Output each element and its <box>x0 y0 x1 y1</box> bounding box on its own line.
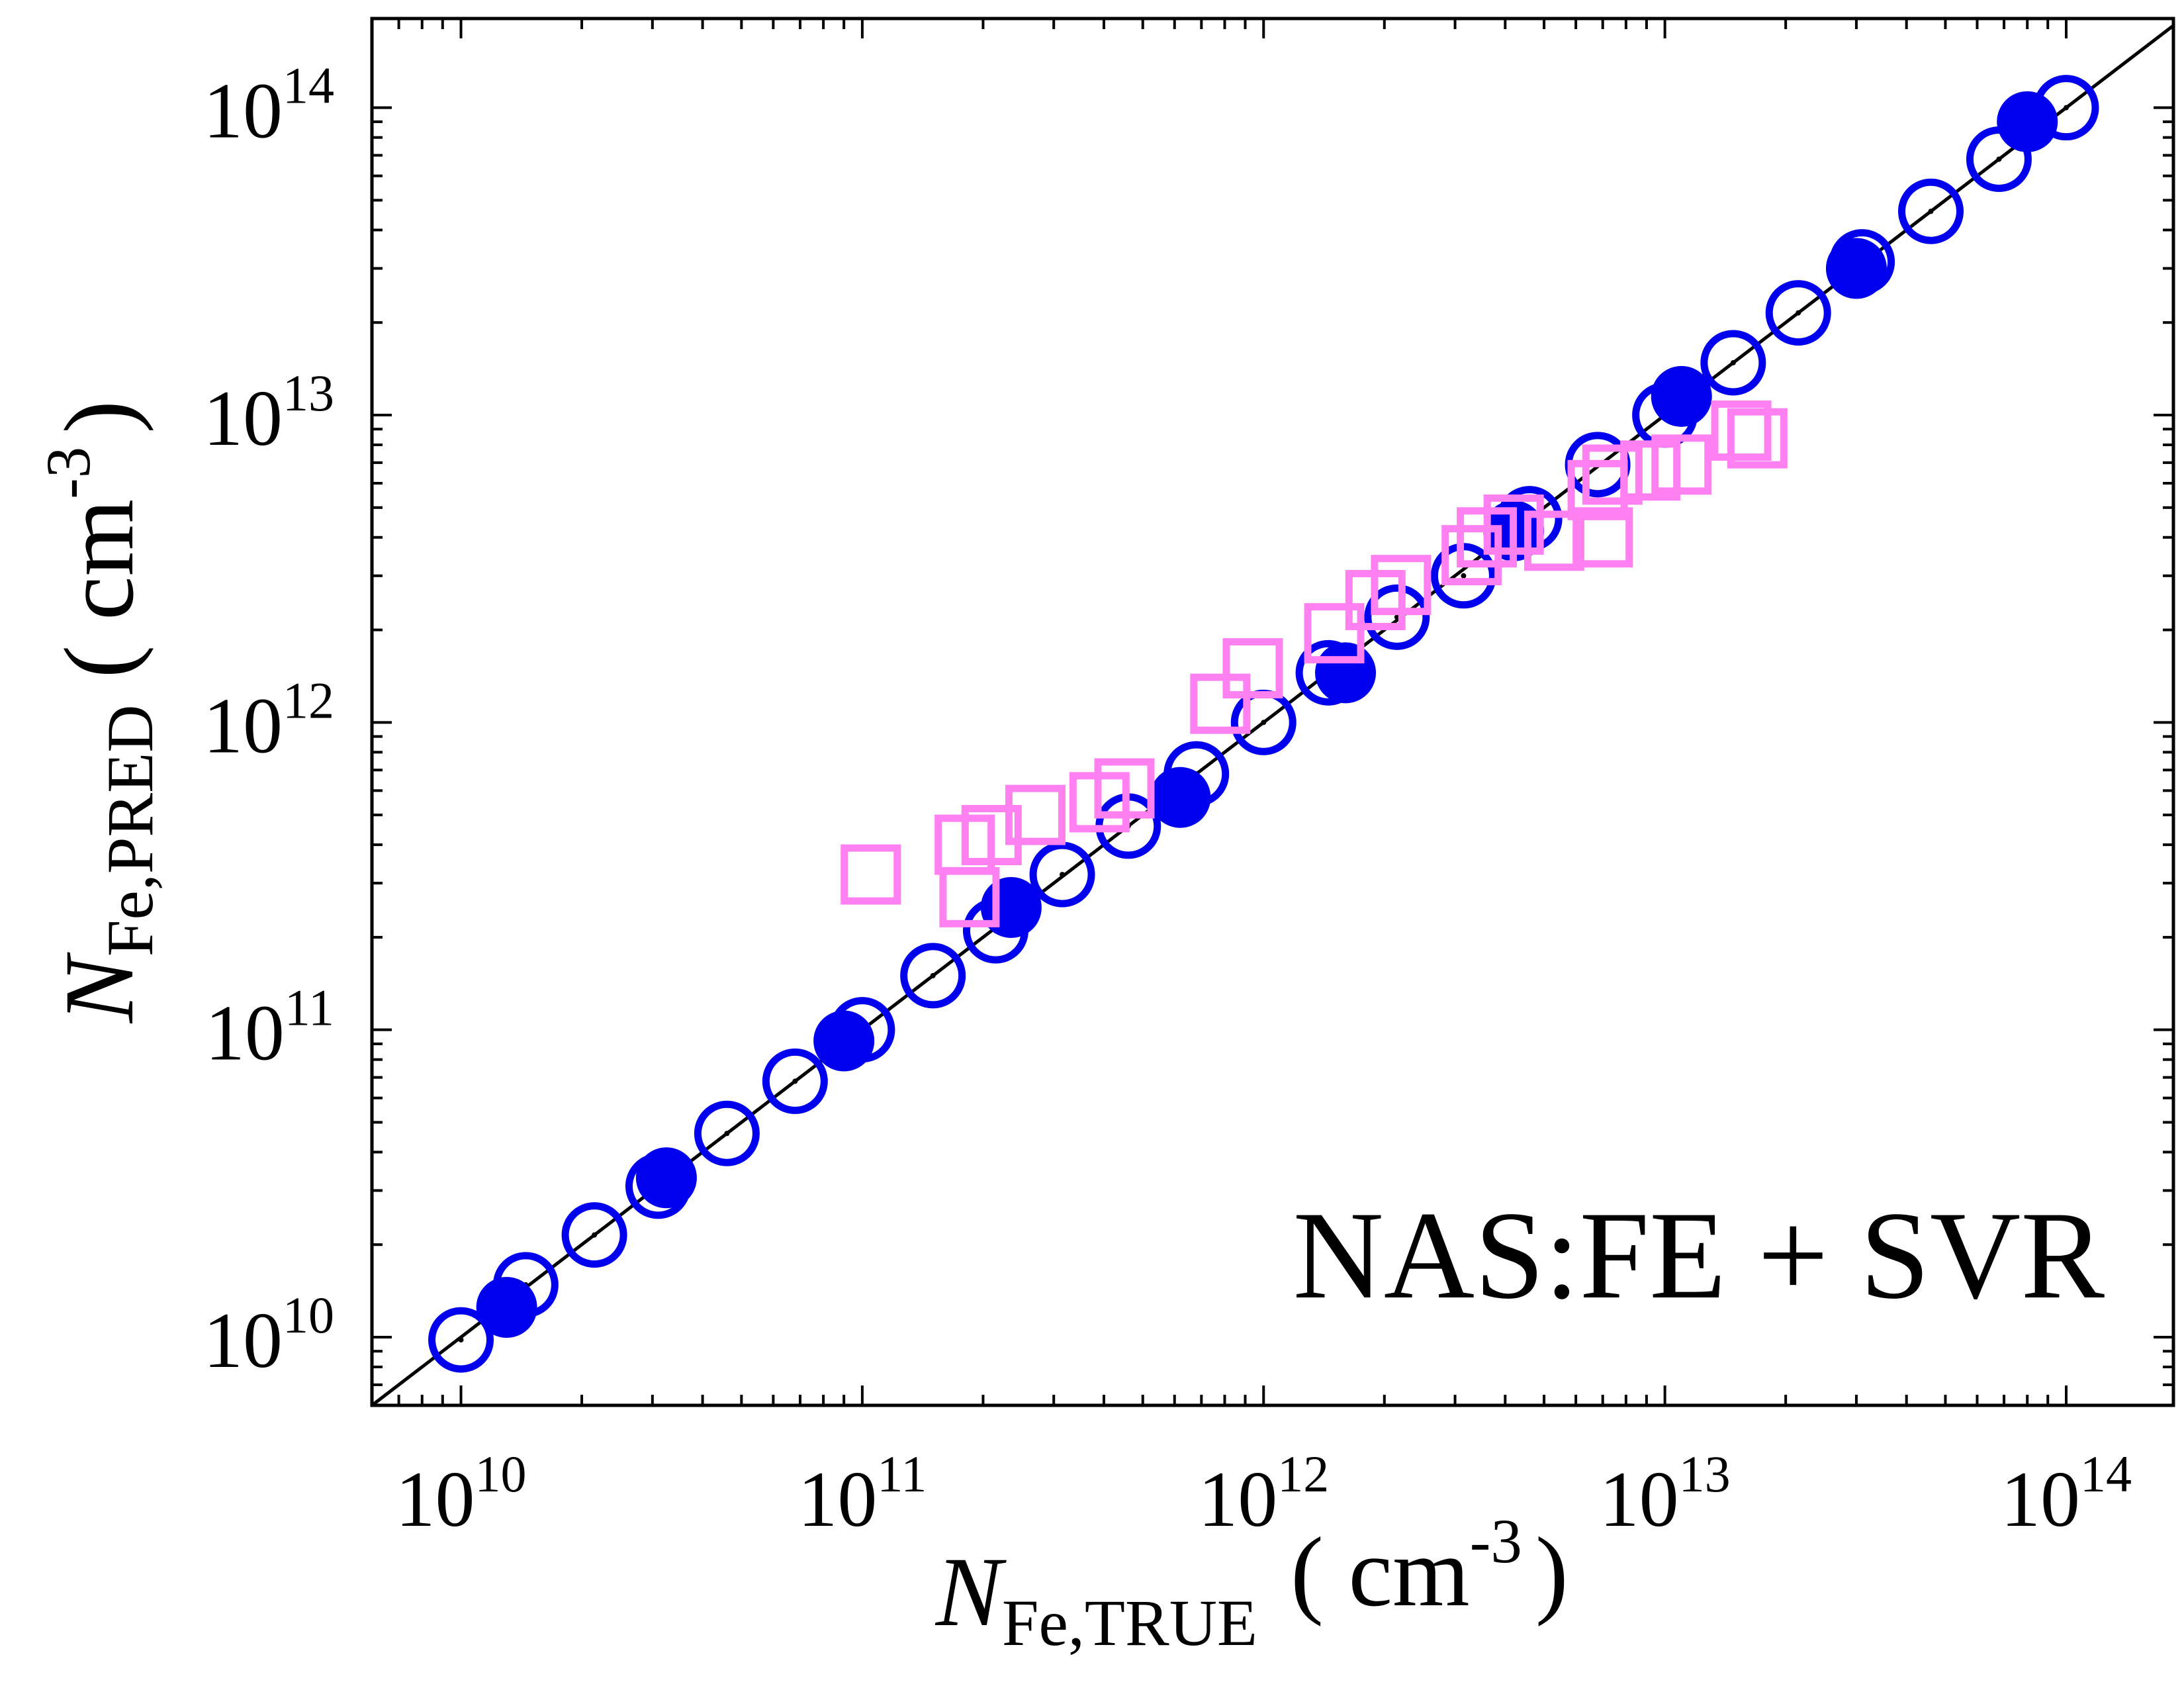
data-point-filled-circle <box>1651 365 1712 427</box>
data-point-open-square <box>961 805 1022 866</box>
data-point-center-dot <box>458 1337 464 1343</box>
y-axis-label: NFe,PRED ( cm-3) <box>33 400 167 1024</box>
data-point-open-circle <box>561 1202 627 1268</box>
data-point-open-square <box>1094 758 1155 819</box>
y-label-unit-close: ) <box>44 400 154 434</box>
data-point-open-circle <box>1898 178 1964 244</box>
data-point-open-square <box>1441 525 1502 586</box>
data-point-open-circle <box>1029 841 1095 908</box>
y-tick-label: 1012 <box>203 671 334 769</box>
data-point-center-dot <box>1261 720 1267 726</box>
svg-text:NFe,PRED( cm-3): NFe,PRED ( cm-3) <box>33 400 167 1024</box>
data-point-center-dot <box>2063 105 2069 111</box>
data-layer <box>371 24 2175 1407</box>
data-point-filled-circle <box>1315 642 1377 704</box>
data-point-center-dot <box>1796 310 1801 316</box>
x-tick-label: 1013 <box>1600 1445 1731 1543</box>
y-tick-label: 1013 <box>203 364 334 462</box>
data-point-open-square <box>1572 507 1633 568</box>
data-point-center-dot <box>930 972 936 978</box>
data-point-center-dot <box>724 1131 730 1137</box>
data-point-center-dot <box>1060 872 1066 878</box>
y-tick-label: 1014 <box>203 57 334 155</box>
data-point-open-square <box>1524 510 1584 571</box>
y-tick-label: 1010 <box>203 1286 334 1384</box>
data-point-open-square <box>1727 408 1788 469</box>
data-point-open-square <box>1304 603 1365 664</box>
data-point-center-dot <box>1461 573 1467 579</box>
x-label-unit-exp: -3 <box>1470 1506 1522 1576</box>
data-point-filled-circle <box>1825 238 1887 299</box>
x-label-unit-close: ) <box>1535 1517 1569 1627</box>
data-point-filled-circle <box>1150 767 1211 828</box>
x-tick-label: 1014 <box>2001 1445 2132 1543</box>
series-open-square <box>841 400 1788 927</box>
data-point-open-square <box>1483 494 1544 555</box>
tick-layer: 1010 1011 1012 1013 1014 1010 1011 1012 1013 1014 <box>203 19 2173 1543</box>
x-axis-label: NFe,TRUE ( cm-3) <box>934 1506 1569 1660</box>
data-point-open-circle <box>900 943 966 1009</box>
data-point-filled-circle <box>635 1147 697 1209</box>
data-point-open-square <box>1620 440 1681 501</box>
data-point-open-square <box>1582 444 1643 505</box>
x-label-unit-open: ( cm <box>1291 1517 1470 1627</box>
x-label-main: N <box>934 1537 1007 1647</box>
x-label-sub: Fe,TRUE <box>1002 1586 1257 1660</box>
data-point-open-circle <box>694 1100 760 1166</box>
svg-text:NFe,TRUE: NFe,TRUE <box>934 1537 1257 1660</box>
data-point-filled-circle <box>1997 91 2058 152</box>
svg-text:( cm-3): ( cm-3) <box>1291 1506 1569 1627</box>
data-point-filled-circle <box>813 1010 875 1072</box>
plot-frame <box>370 17 2175 1407</box>
data-point-open-circle <box>762 1048 828 1114</box>
series-filled-circle <box>476 91 2058 1338</box>
y-label-sub: Fe,PRED <box>93 705 167 957</box>
data-point-center-dot <box>1928 209 1934 214</box>
data-point-filled-circle <box>476 1276 537 1338</box>
x-tick-label: 1010 <box>396 1445 527 1543</box>
data-point-filled-circle <box>980 876 1042 938</box>
annotation: NAS:FE + SVR <box>1293 1186 2105 1325</box>
data-point-open-square <box>1651 434 1712 495</box>
data-point-center-dot <box>592 1232 598 1238</box>
data-point-center-dot <box>792 1078 798 1084</box>
x-tick-label: 1012 <box>1198 1445 1329 1543</box>
data-point-open-circle <box>1364 584 1430 650</box>
data-point-open-square <box>841 844 901 905</box>
y-label-main: N <box>44 952 154 1024</box>
y-tick-label: 1011 <box>205 979 334 1077</box>
data-point-open-circle <box>428 1307 494 1373</box>
data-point-open-circle <box>1765 280 1831 346</box>
y-label-unit-open: ( cm <box>44 499 154 679</box>
y-label-unit-exp: -3 <box>33 447 103 499</box>
data-point-open-square <box>1711 400 1772 461</box>
data-point-open-square <box>1371 555 1432 616</box>
data-point-center-dot <box>1996 156 2002 162</box>
data-point-open-square <box>1190 673 1251 734</box>
data-point-open-square <box>1222 638 1283 699</box>
data-point-center-dot <box>1730 359 1736 365</box>
data-point-open-circle <box>1700 330 1766 396</box>
data-point-open-square <box>1005 784 1066 845</box>
x-tick-label: 1011 <box>797 1445 927 1543</box>
